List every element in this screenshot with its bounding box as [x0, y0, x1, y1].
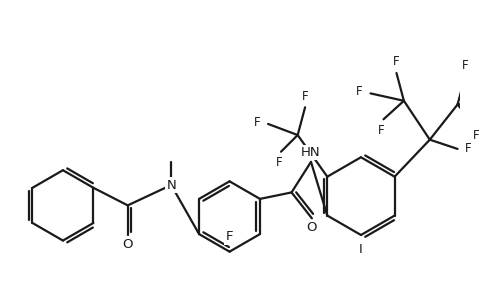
Text: F: F	[356, 85, 363, 98]
Text: N: N	[166, 178, 176, 192]
Text: HN: HN	[301, 146, 321, 159]
Text: F: F	[253, 115, 260, 128]
Text: F: F	[378, 124, 385, 137]
Text: F: F	[226, 230, 233, 243]
Text: F: F	[393, 55, 400, 68]
Text: F: F	[465, 142, 472, 155]
Text: I: I	[359, 243, 363, 256]
Text: O: O	[122, 238, 133, 251]
Text: F: F	[473, 129, 480, 142]
Text: F: F	[276, 156, 282, 169]
Text: F: F	[302, 90, 309, 103]
Text: F: F	[462, 59, 468, 72]
Text: O: O	[307, 221, 317, 234]
